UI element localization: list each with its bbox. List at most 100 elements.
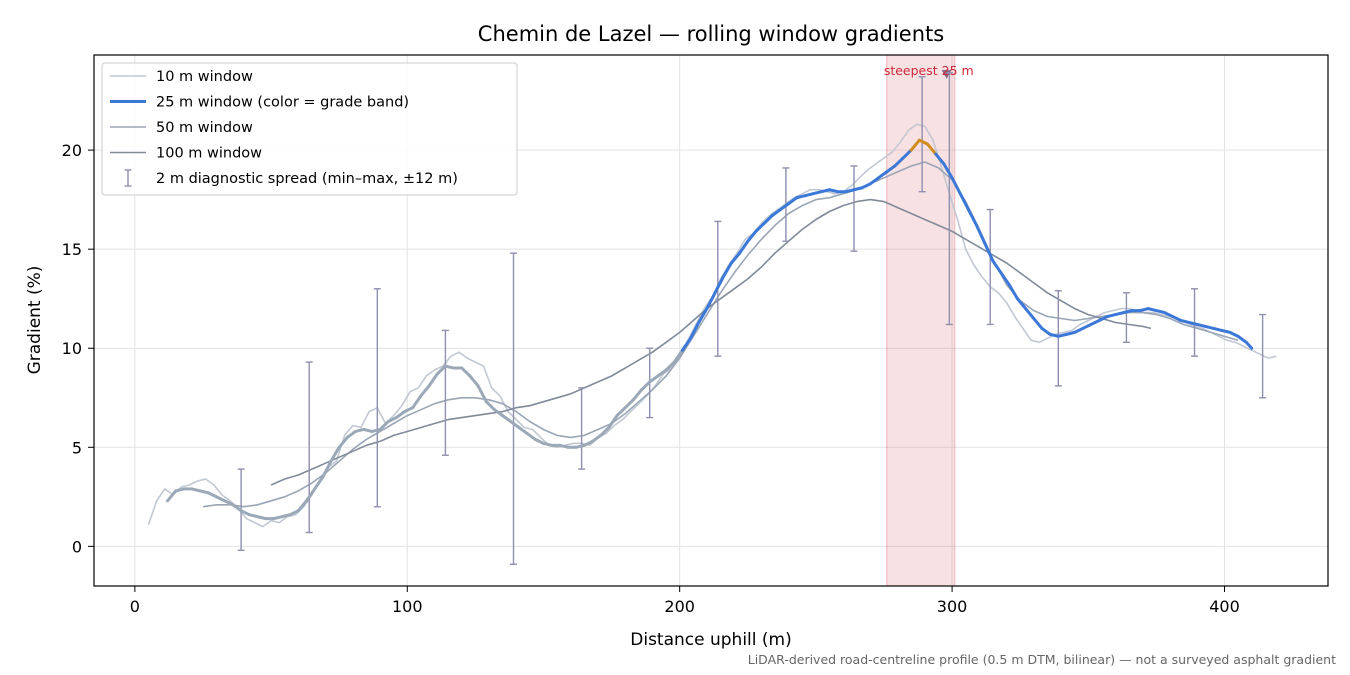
series-50m-line bbox=[202, 161, 1239, 508]
series-25m-segment bbox=[909, 138, 921, 152]
errorbar bbox=[373, 288, 381, 508]
plot-frame bbox=[93, 54, 1329, 587]
steepest-band-layer bbox=[886, 54, 956, 587]
series-25m-segment bbox=[411, 394, 423, 410]
series-25m-segment bbox=[640, 380, 652, 392]
series-25m-segment bbox=[729, 251, 742, 265]
series-25m-segment bbox=[1015, 297, 1028, 311]
series-25m-segment bbox=[1244, 340, 1254, 350]
series-25m-segment bbox=[762, 213, 774, 225]
series-25m-segment bbox=[656, 368, 668, 378]
series-25m-segment bbox=[1089, 319, 1101, 326]
series-25m-segment bbox=[746, 229, 758, 243]
series-25m-segment bbox=[713, 275, 725, 295]
series-25m-segment bbox=[999, 271, 1011, 287]
x-tick-label: 200 bbox=[664, 597, 695, 616]
legend-item-50m: 50 m window bbox=[110, 120, 253, 136]
x-tick-label: 100 bbox=[392, 597, 423, 616]
y-tick-label: 0 bbox=[72, 537, 82, 556]
series-25m-segment bbox=[509, 420, 521, 429]
series-25m-segment bbox=[533, 437, 545, 445]
series-25m-segment bbox=[648, 374, 660, 384]
series-25m-segment bbox=[631, 388, 644, 402]
series-25m-segment bbox=[296, 499, 308, 513]
series-25m-segment bbox=[738, 239, 750, 255]
series-25m-segment bbox=[1073, 326, 1085, 334]
errorbar bbox=[850, 165, 858, 252]
series-25m-segment bbox=[1081, 322, 1093, 330]
series-25m-segment bbox=[877, 170, 889, 180]
plot-area: steepest 25 m bbox=[147, 63, 1277, 565]
legend-item-25m: 25 m window (color = grade band) bbox=[110, 95, 409, 111]
legend-label: 10 m window bbox=[156, 69, 253, 85]
series-25m-segment bbox=[345, 429, 358, 439]
series-25m-segment bbox=[166, 489, 178, 503]
series-25m-segment bbox=[958, 192, 970, 212]
series-25m-segment bbox=[926, 142, 938, 156]
series-25m-segment bbox=[778, 202, 791, 212]
series-25m-segment bbox=[435, 364, 447, 376]
series-25m-segment bbox=[1040, 326, 1052, 336]
x-tick-label: 300 bbox=[937, 597, 968, 616]
series-25m-segment bbox=[721, 261, 733, 279]
legend-item-spread: 2 m diagnostic spread (min–max, ±12 m) bbox=[124, 169, 458, 187]
series-25m-segment bbox=[582, 439, 595, 447]
series-25m-segment bbox=[288, 509, 300, 517]
y-axis-label: Gradient (%) bbox=[25, 266, 45, 375]
errorbar bbox=[1054, 290, 1062, 387]
legend: 10 m window 25 m window (color = grade ba… bbox=[101, 62, 518, 196]
errorbar bbox=[918, 76, 926, 193]
series-25m-segment bbox=[1097, 315, 1109, 322]
series-25m-segment bbox=[885, 164, 897, 174]
series-25m-segment bbox=[304, 487, 317, 503]
series-25m-segment bbox=[615, 406, 627, 418]
series-100m-line bbox=[270, 198, 1152, 486]
x-axis-label: Distance uphill (m) bbox=[630, 630, 791, 650]
series-25m-segment bbox=[1171, 315, 1183, 322]
legend-item-10m: 10 m window bbox=[110, 69, 253, 85]
series-25m-segment bbox=[1032, 317, 1044, 330]
series-25m-segment bbox=[215, 495, 227, 503]
series-25m-segment bbox=[934, 152, 946, 166]
series-25m-segment bbox=[1228, 330, 1240, 338]
series-25m-segment bbox=[492, 408, 505, 418]
series-25m-segment bbox=[770, 208, 782, 217]
series-25m-segment bbox=[329, 445, 341, 463]
legend-label: 2 m diagnostic spread (min–max, ±12 m) bbox=[156, 171, 458, 187]
legend-label: 25 m window (color = grade band) bbox=[156, 95, 409, 111]
chart-title: Chemin de Lazel — rolling window gradien… bbox=[478, 22, 944, 46]
series-25m-segment bbox=[525, 431, 537, 441]
series-25m-segment bbox=[223, 499, 235, 507]
series-25m-segment bbox=[868, 176, 881, 186]
steepest-annotation: steepest 25 m bbox=[884, 63, 974, 78]
series-25m-segment bbox=[468, 374, 480, 388]
series-25m-segment bbox=[983, 241, 995, 263]
legend-item-100m: 100 m window bbox=[110, 146, 262, 162]
series-25m-segment bbox=[1007, 283, 1019, 301]
series-25m-segment bbox=[476, 384, 488, 404]
series-25m-segment bbox=[623, 398, 635, 410]
y-tick-label: 20 bbox=[62, 141, 82, 160]
series-25m-segment bbox=[599, 425, 611, 437]
legend-label: 50 m window bbox=[156, 120, 253, 136]
legend-box bbox=[101, 62, 518, 196]
grid-lines bbox=[94, 55, 1328, 586]
errorbar bbox=[945, 72, 953, 326]
series-25m-segment bbox=[394, 410, 407, 420]
y-tick-label: 5 bbox=[72, 438, 82, 457]
series-25m-segment bbox=[950, 176, 962, 196]
series-25m-segment bbox=[419, 384, 431, 398]
series-25m-segment bbox=[337, 435, 349, 449]
series-25m-segment bbox=[607, 414, 619, 429]
series-25m-segment bbox=[427, 372, 439, 388]
series-25m-segment bbox=[591, 433, 603, 443]
footnote: LiDAR-derived road-centreline profile (0… bbox=[748, 652, 1336, 667]
series-25m-segment bbox=[893, 156, 905, 168]
errorbar bbox=[1259, 313, 1267, 399]
series-25m-segment bbox=[313, 475, 325, 491]
series-25m-segment bbox=[321, 459, 333, 479]
series-25m-segment bbox=[460, 366, 472, 378]
series-25m-segment bbox=[917, 138, 930, 146]
steepest-band bbox=[886, 54, 956, 587]
